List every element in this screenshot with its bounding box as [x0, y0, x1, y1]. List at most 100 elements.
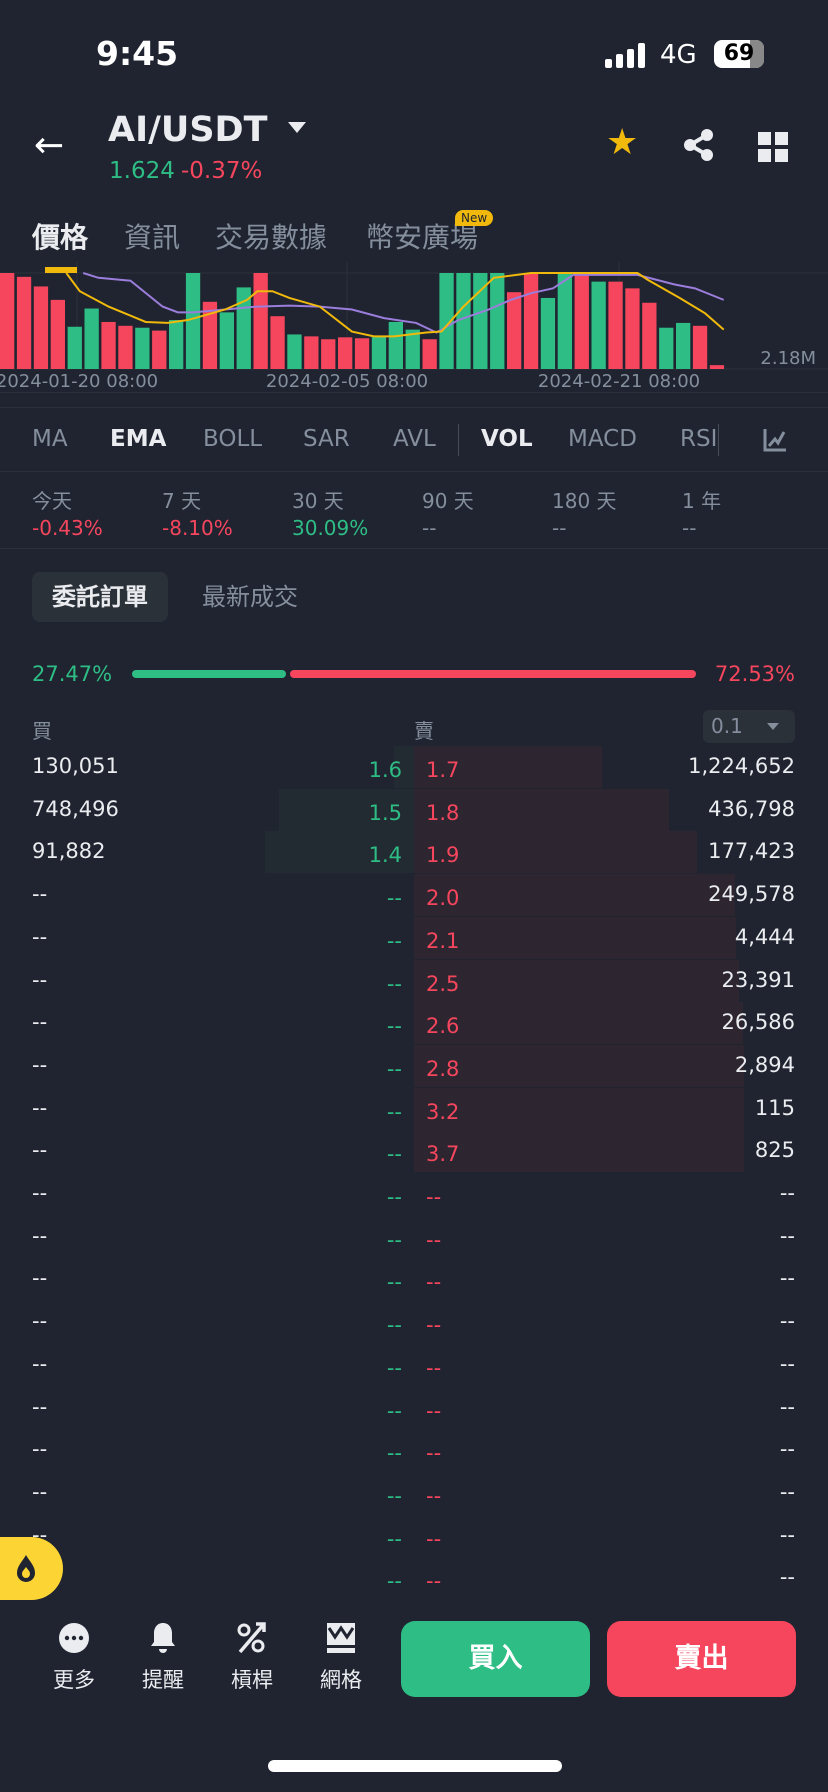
tab-recent-trades[interactable]: 最新成交 [202, 583, 298, 611]
volume-bar[interactable] [16, 276, 32, 369]
buy-button[interactable]: 買入 [401, 1621, 590, 1697]
floating-fire-button[interactable] [0, 1537, 63, 1600]
tab-info[interactable]: 資訊 [124, 221, 181, 254]
sell-button[interactable]: 賣出 [607, 1621, 796, 1697]
volume-bar[interactable] [67, 326, 82, 369]
orderbook-row[interactable]: -------- [0, 1515, 828, 1557]
pair-title[interactable]: AI/USDT [108, 110, 268, 150]
orderbook-row[interactable]: 91,882 1.4 1.9 177,423 [0, 831, 828, 874]
volume-bar[interactable] [473, 273, 488, 369]
favorite-star-icon[interactable]: ★ [606, 122, 639, 163]
volume-chart[interactable]: 2024-01-20 08:00 2024-02-05 08:00 2024-02-… [0, 262, 828, 392]
share-icon[interactable] [682, 128, 716, 166]
indicator-vol[interactable]: VOL [481, 426, 533, 452]
volume-bar[interactable] [523, 273, 539, 369]
volume-bar[interactable] [540, 297, 556, 369]
volume-bar[interactable] [118, 325, 133, 369]
more-button[interactable]: 更多 [39, 1622, 109, 1694]
indicator-ma[interactable]: MA [32, 426, 68, 452]
ask-depth-bar [414, 1002, 744, 1045]
leverage-button[interactable]: 槓桿 [217, 1622, 287, 1694]
indicator-sar[interactable]: SAR [303, 426, 350, 452]
orderbook-row[interactable]: -------- [0, 1258, 828, 1300]
volume-bar[interactable] [642, 302, 657, 369]
volume-bar[interactable] [84, 308, 99, 369]
orderbook-row[interactable]: 130,051 1.6 1.7 1,224,652 [0, 746, 828, 788]
volume-bar[interactable] [0, 273, 15, 369]
indicator-rsi[interactable]: RSI [680, 426, 718, 452]
orderbook-row[interactable]: -------- [0, 1216, 828, 1258]
volume-bar[interactable] [33, 286, 49, 369]
volume-bar[interactable] [219, 312, 234, 369]
tab-square[interactable]: 幣安廣場 [366, 221, 479, 254]
orderbook-row[interactable]: 748,496 1.5 1.8 436,798 [0, 788, 828, 831]
volume-bar[interactable] [338, 337, 353, 369]
caret-down-icon[interactable] [288, 122, 306, 133]
grid-icon[interactable] [758, 132, 788, 162]
grid-trading-button[interactable]: 網格 [306, 1622, 376, 1694]
orderbook-row[interactable]: -------- [0, 1344, 828, 1386]
orderbook-row[interactable]: -------- [0, 1429, 828, 1471]
volume-bar[interactable] [321, 339, 336, 369]
volume-bar[interactable] [439, 273, 454, 369]
volume-bar[interactable] [169, 320, 184, 369]
orderbook-row[interactable]: -------- [0, 1387, 828, 1429]
tab-trading-data[interactable]: 交易數據 [215, 221, 328, 254]
orderbook-row[interactable]: -------- [0, 1557, 828, 1599]
orderbook-row[interactable]: -- -- 3.7 825 [0, 1130, 828, 1173]
orderbook-row[interactable]: -- -- 2.0 249,578 [0, 874, 828, 917]
orderbook-row[interactable]: -- -- 2.5 23,391 [0, 959, 828, 1002]
volume-bar[interactable] [202, 301, 218, 369]
volume-bar[interactable] [507, 292, 522, 369]
volume-bar[interactable] [692, 325, 708, 369]
volume-bar[interactable] [185, 273, 201, 369]
bid-depth-bar [394, 746, 414, 788]
orderbook-row[interactable]: -------- [0, 1301, 828, 1343]
volume-bar[interactable] [388, 321, 403, 369]
volume-bar[interactable] [270, 316, 285, 369]
back-arrow-icon[interactable]: ← [34, 125, 65, 166]
volume-bar[interactable] [490, 273, 505, 369]
volume-bar[interactable] [709, 365, 725, 369]
chart-settings-icon[interactable] [763, 428, 787, 456]
volume-bar[interactable] [354, 338, 370, 369]
home-indicator[interactable] [268, 1760, 562, 1772]
volume-bar[interactable] [591, 281, 606, 369]
orderbook-row[interactable]: -- -- 2.6 26,586 [0, 1002, 828, 1045]
volume-bar[interactable] [135, 327, 150, 369]
tab-order-book[interactable]: 委託訂單 [32, 572, 168, 622]
volume-bar[interactable] [101, 321, 116, 369]
orderbook-row[interactable]: -- -- 2.1 4,444 [0, 916, 828, 959]
indicator-macd[interactable]: MACD [568, 426, 637, 452]
volume-bar[interactable] [659, 327, 674, 369]
indicator-boll[interactable]: BOLL [203, 426, 263, 452]
marker [45, 267, 77, 273]
indicator-ema[interactable]: EMA [110, 426, 167, 452]
orderbook-row[interactable]: -- -- 3.2 115 [0, 1087, 828, 1130]
bid-price: -- [386, 1313, 402, 1338]
alert-button[interactable]: 提醒 [128, 1622, 198, 1694]
volume-bar[interactable] [304, 336, 319, 369]
volume-bar[interactable] [557, 273, 572, 369]
bid-quantity: -- [32, 1052, 48, 1077]
volume-bar[interactable] [253, 273, 268, 369]
volume-bar[interactable] [405, 329, 420, 369]
volume-bar[interactable] [676, 322, 691, 369]
indicator-avl[interactable]: AVL [393, 426, 436, 452]
volume-bar[interactable] [608, 281, 623, 369]
volume-bar[interactable] [50, 299, 65, 369]
volume-bar[interactable] [371, 336, 387, 369]
volume-bar[interactable] [574, 273, 589, 369]
volume-bar[interactable] [625, 288, 640, 369]
orderbook-row[interactable]: -------- [0, 1173, 828, 1215]
volume-bar[interactable] [456, 273, 471, 369]
orderbook-row[interactable]: -- -- 2.8 2,894 [0, 1044, 828, 1087]
volume-bar[interactable] [152, 330, 167, 369]
orderbook-row[interactable]: -------- [0, 1472, 828, 1514]
volume-bar[interactable] [287, 334, 302, 369]
tab-price[interactable]: 價格 [32, 221, 89, 254]
price-step-dropdown[interactable]: 0.1 [703, 710, 795, 743]
volume-bar[interactable] [422, 339, 437, 369]
x-tick-label: 2024-02-05 08:00 [266, 371, 428, 392]
ask-price: 2.8 [426, 1056, 460, 1081]
